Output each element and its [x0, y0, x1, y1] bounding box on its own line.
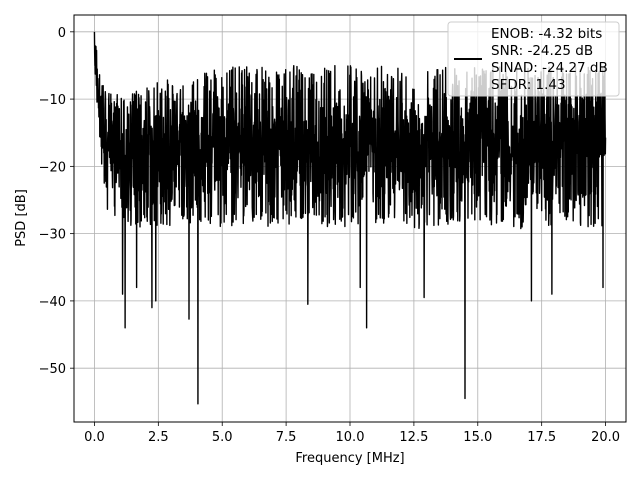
x-tick-label: 10.0	[336, 430, 365, 445]
x-tick-label: 0.0	[84, 430, 105, 445]
legend-text-enob: ENOB: -4.32 bits	[491, 26, 602, 42]
x-axis-label: Frequency [MHz]	[295, 451, 404, 466]
legend-text-snr: SNR: -24.25 dB	[491, 43, 593, 59]
y-tick-label: −20	[39, 160, 66, 175]
x-tick-label: 20.0	[591, 430, 620, 445]
x-tick-label: 5.0	[212, 430, 233, 445]
x-tick-label: 17.5	[527, 430, 556, 445]
legend-text-sinad: SINAD: -24.27 dB	[491, 60, 608, 76]
x-tick-label: 12.5	[399, 430, 428, 445]
legend-text-sfdr: SFDR: 1.43	[491, 77, 566, 93]
legend: ENOB: -4.32 bits SNR: -24.25 dB SINAD: -…	[447, 21, 620, 97]
y-tick-label: 0	[58, 26, 66, 41]
x-tick-label: 15.0	[463, 430, 492, 445]
y-tick-label: −50	[39, 362, 66, 377]
x-tick-label: 2.5	[148, 430, 169, 445]
y-tick-label: −10	[39, 93, 66, 108]
data-layer	[93, 31, 607, 405]
y-tick-label: −30	[39, 228, 66, 243]
tick-layer: 0.0 2.5 5.0 7.5 10.0 12.5 15.0 17.5 20.0 0 −10 −20 −…	[39, 26, 620, 445]
psd-series-line	[93, 31, 607, 405]
y-axis-label: PSD [dB]	[14, 189, 29, 247]
y-tick-label: −40	[39, 295, 66, 310]
x-tick-label: 7.5	[276, 430, 297, 445]
legend-box	[447, 21, 620, 97]
